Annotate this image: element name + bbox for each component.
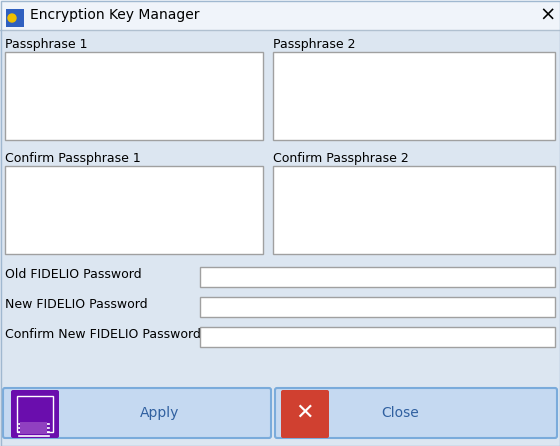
FancyBboxPatch shape bbox=[0, 0, 560, 30]
FancyBboxPatch shape bbox=[11, 390, 59, 438]
Text: Confirm New FIDELIO Password: Confirm New FIDELIO Password bbox=[5, 328, 201, 341]
Text: Confirm Passphrase 1: Confirm Passphrase 1 bbox=[5, 152, 141, 165]
Text: Old FIDELIO Password: Old FIDELIO Password bbox=[5, 268, 142, 281]
FancyBboxPatch shape bbox=[17, 396, 53, 432]
Text: ✕: ✕ bbox=[296, 403, 314, 423]
Text: Apply: Apply bbox=[141, 406, 180, 420]
FancyBboxPatch shape bbox=[5, 52, 263, 140]
Text: Close: Close bbox=[381, 406, 419, 420]
FancyBboxPatch shape bbox=[200, 267, 555, 287]
FancyBboxPatch shape bbox=[3, 388, 271, 438]
Text: New FIDELIO Password: New FIDELIO Password bbox=[5, 298, 148, 311]
Text: Confirm Passphrase 2: Confirm Passphrase 2 bbox=[273, 152, 409, 165]
FancyBboxPatch shape bbox=[281, 390, 329, 438]
Text: Encryption Key Manager: Encryption Key Manager bbox=[30, 8, 199, 22]
FancyBboxPatch shape bbox=[6, 9, 24, 27]
FancyBboxPatch shape bbox=[0, 30, 560, 446]
FancyBboxPatch shape bbox=[200, 297, 555, 317]
FancyBboxPatch shape bbox=[273, 52, 555, 140]
FancyBboxPatch shape bbox=[20, 422, 47, 434]
FancyBboxPatch shape bbox=[200, 327, 555, 347]
FancyBboxPatch shape bbox=[273, 166, 555, 254]
Text: ×: × bbox=[540, 5, 556, 25]
Text: Passphrase 2: Passphrase 2 bbox=[273, 38, 356, 51]
FancyBboxPatch shape bbox=[5, 166, 263, 254]
Text: Passphrase 1: Passphrase 1 bbox=[5, 38, 87, 51]
FancyBboxPatch shape bbox=[275, 388, 557, 438]
Circle shape bbox=[8, 14, 16, 22]
